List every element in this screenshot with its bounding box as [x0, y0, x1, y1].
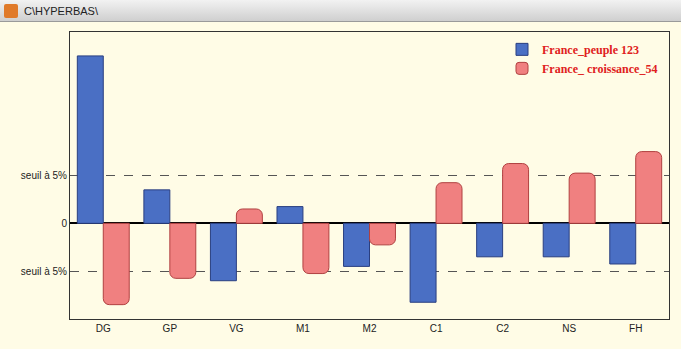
svg-text:M2: M2	[363, 323, 377, 334]
svg-text:France_ croissance_54: France_ croissance_54	[542, 62, 657, 76]
svg-text:GP: GP	[163, 323, 178, 334]
svg-text:France_peuple 123: France_peuple 123	[542, 43, 639, 57]
svg-text:M1: M1	[296, 323, 310, 334]
svg-text:C2: C2	[496, 323, 509, 334]
html-text:C\HYPERBAS\: C\HYPERBAS\	[24, 5, 98, 17]
svg-text:FH: FH	[629, 323, 642, 334]
svg-text:NS: NS	[562, 323, 576, 334]
svg-text:C1: C1	[430, 323, 443, 334]
svg-text:seuil à 5%: seuil à 5%	[21, 170, 67, 181]
svg-text:seuil à 5%: seuil à 5%	[21, 266, 67, 277]
svg-text:DG: DG	[96, 323, 111, 334]
svg-text:0: 0	[61, 218, 67, 229]
svg-text:VG: VG	[229, 323, 244, 334]
